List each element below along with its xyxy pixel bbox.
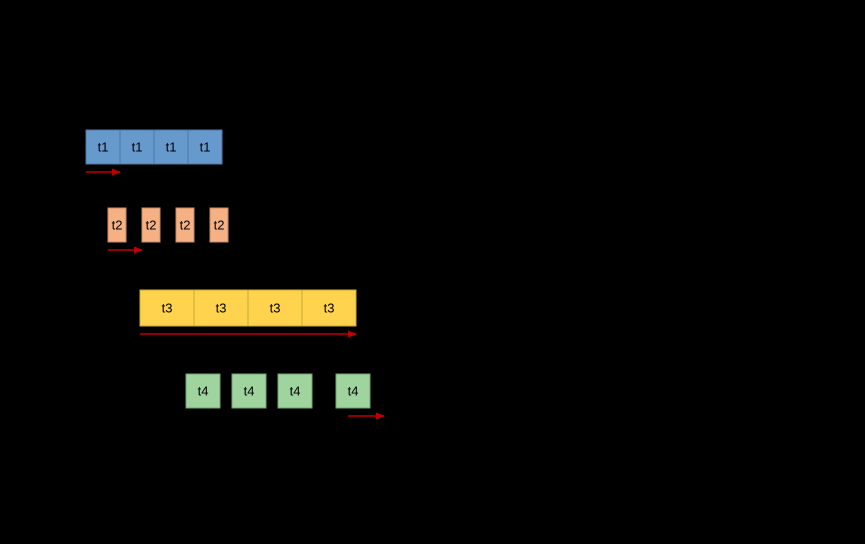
box-label-t4-1: t4 <box>244 384 255 399</box>
box-label-t1-2: t1 <box>166 140 177 155</box>
box-label-t4-0: t4 <box>198 384 209 399</box>
box-label-t1-1: t1 <box>132 140 143 155</box>
box-label-t1-3: t1 <box>200 140 211 155</box>
box-label-t2-1: t2 <box>146 218 157 233</box>
box-label-t3-0: t3 <box>162 301 173 316</box>
box-label-t1-0: t1 <box>98 140 109 155</box>
background <box>0 0 865 544</box>
box-label-t2-2: t2 <box>180 218 191 233</box>
box-label-t3-2: t3 <box>270 301 281 316</box>
box-label-t2-0: t2 <box>112 218 123 233</box>
box-label-t3-1: t3 <box>216 301 227 316</box>
box-label-t4-2: t4 <box>290 384 301 399</box>
timing-diagram: t1 t1 t1 t1 t2 t2 t2 t2 t3 t3 t3 t3 t4 t4 t4 t4 <box>0 0 865 544</box>
box-label-t4-3: t4 <box>348 384 359 399</box>
box-label-t3-3: t3 <box>324 301 335 316</box>
box-label-t2-3: t2 <box>214 218 225 233</box>
